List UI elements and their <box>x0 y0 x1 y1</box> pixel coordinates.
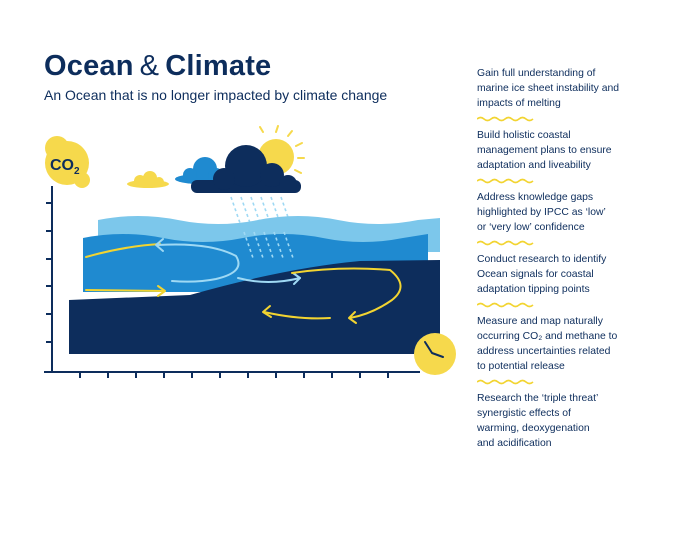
action-line: management plans to ensure <box>477 145 612 156</box>
wave-divider-icon <box>477 379 534 385</box>
rain-in-water <box>243 231 294 259</box>
action-line: impacts of melting <box>477 98 561 109</box>
action-item: Measure and map naturally occurring CO₂ a… <box>477 314 645 385</box>
action-text: Gain full understanding of marine ice she… <box>477 66 645 111</box>
action-text: Measure and map naturally occurring CO₂ a… <box>477 314 645 374</box>
action-line: Conduct research to identify <box>477 254 607 265</box>
action-line: address uncertainties related <box>477 346 611 357</box>
action-line: adaptation and liveability <box>477 160 591 171</box>
title-climate: Climate <box>165 50 272 82</box>
action-item: Gain full understanding of marine ice she… <box>477 66 645 122</box>
rain-streaks <box>230 196 291 224</box>
small-cloud-icon <box>127 171 169 188</box>
title-ampersand: & <box>139 50 160 82</box>
action-text: Conduct research to identify Ocean signal… <box>477 252 645 297</box>
action-line: highlighted by IPCC as ‘low’ <box>477 207 606 218</box>
page-title: Ocean & Climate <box>44 50 271 83</box>
light-loop-arrow <box>157 243 240 283</box>
wave-divider-icon <box>477 240 534 246</box>
wave-divider-icon <box>477 178 534 184</box>
light-arrow-right <box>237 277 301 283</box>
action-item: Conduct research to identify Ocean signal… <box>477 252 645 308</box>
action-line: Build holistic coastal <box>477 130 571 141</box>
action-line: Measure and map naturally <box>477 316 603 327</box>
wave-divider-icon <box>477 116 534 122</box>
action-text: Build holistic coastal management plans t… <box>477 128 645 173</box>
action-text: Research the ‘triple threat’ synergistic … <box>477 391 645 451</box>
action-line: Gain full understanding of <box>477 68 596 79</box>
action-line: Ocean signals for coastal <box>477 269 594 280</box>
action-line: occurring CO₂ and methane to <box>477 331 618 342</box>
action-line: warming, deoxygenation <box>477 423 590 434</box>
action-line: Research the ‘triple threat’ <box>477 393 599 404</box>
circulation-arrows <box>85 238 402 324</box>
title-ocean: Ocean <box>44 50 134 82</box>
axes <box>44 186 420 378</box>
action-item: Address knowledge gaps highlighted by IPC… <box>477 190 645 246</box>
co2-label: CO2 <box>50 157 80 177</box>
yellow-arrow-bottom <box>263 311 331 320</box>
action-line: Address knowledge gaps <box>477 192 594 203</box>
action-item: Research the ‘triple threat’ synergistic … <box>477 391 645 451</box>
action-item: Build holistic coastal management plans t… <box>477 128 645 184</box>
action-text: Address knowledge gaps highlighted by IPC… <box>477 190 645 235</box>
yellow-arrow-lower <box>85 289 165 292</box>
wave-divider-icon <box>477 302 534 308</box>
rain-cloud-icon <box>191 145 301 193</box>
action-line: or ‘very low’ confidence <box>477 222 585 233</box>
action-line: to potential release <box>477 361 565 372</box>
action-line: marine ice sheet instability and <box>477 83 620 94</box>
clock-icon <box>414 333 456 375</box>
ocean-deep-layer <box>69 260 440 354</box>
action-line: and acidification <box>477 438 552 449</box>
action-line: synergistic effects of <box>477 408 571 419</box>
co2-bubble-icon: CO2 <box>45 136 90 188</box>
co2-subscript: 2 <box>74 166 80 177</box>
yellow-loop-arrow <box>291 267 402 319</box>
action-line: adaptation tipping points <box>477 284 590 295</box>
actions-list: Gain full understanding of marine ice she… <box>477 66 645 451</box>
page-subtitle: An Ocean that is no longer impacted by c… <box>44 87 388 103</box>
yellow-arrow-upper <box>85 243 161 258</box>
